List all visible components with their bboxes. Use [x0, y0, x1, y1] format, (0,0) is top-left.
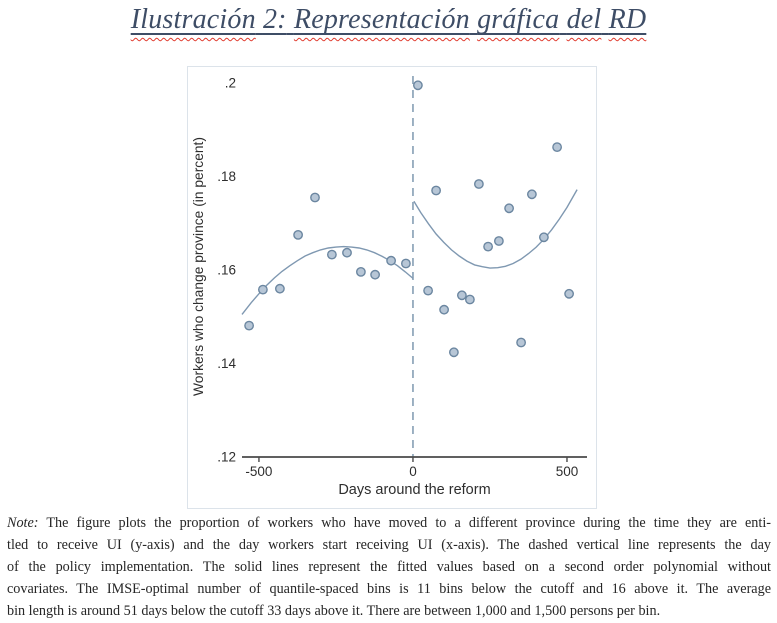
scatter-point [564, 288, 574, 299]
scatter-point [244, 320, 254, 331]
y-tick-label: .12 [217, 450, 236, 465]
scatter-point [326, 249, 337, 260]
scatter-point [275, 283, 285, 294]
y-tick-label: .18 [217, 169, 236, 184]
scatter-point [504, 203, 514, 214]
x-tick-label: 500 [556, 464, 579, 479]
title-word-spellcheck: Representación [293, 4, 470, 35]
title-number: 2: [262, 4, 287, 35]
y-tick-label: .2 [225, 76, 236, 91]
scatter-point [538, 232, 549, 243]
title-word-spellcheck: gráfica [477, 4, 560, 35]
scatter-point [552, 142, 562, 153]
scatter-point [423, 285, 434, 296]
scatter-point [386, 255, 397, 266]
scatter-point [526, 189, 537, 200]
note-line: Note: The figure plots the proportion of… [7, 513, 771, 535]
scatter-point [493, 236, 504, 246]
x-tick-label: -500 [245, 464, 272, 479]
y-tick-label: .14 [217, 356, 236, 371]
note-line: tled to receive UI (y-axis) and the day … [7, 536, 771, 553]
scatter-point [516, 337, 526, 348]
note-text: The figure plots the proportion of worke… [46, 515, 772, 531]
scatter-point [400, 258, 411, 269]
figure-image-frame: -500 0 500 .2 .18 .16 .14 .12 Days around the re… [187, 66, 597, 509]
note-line: of the policy implementation. The solid … [7, 558, 771, 575]
y-axis-title: Workers who change province (in percent) [191, 137, 206, 396]
scatter-point [456, 290, 467, 301]
scatter-point [473, 179, 484, 189]
title-underlined-text: Ilustración 2: Representación gráfica de… [131, 4, 647, 35]
title-word-spellcheck: RD [608, 4, 647, 35]
x-tick-label: 0 [409, 464, 417, 479]
scatter-point [258, 284, 268, 295]
scatter-point [483, 241, 493, 252]
note-line: bin length is around 51 days below the c… [7, 602, 661, 619]
figure-caption-title: Ilustración 2: Representación gráfica de… [0, 4, 777, 36]
y-tick-label: .16 [217, 263, 236, 278]
scatter-point [412, 80, 423, 91]
x-axis-title: Days around the reform [338, 482, 490, 498]
figure-note: Note: The figure plots the proportion of… [7, 513, 771, 623]
scatter-point [448, 347, 459, 358]
title-word-spellcheck: del [566, 4, 602, 35]
scatter-point [355, 266, 366, 277]
fit-line [413, 189, 578, 269]
note-line: covariates. The IMSE-optimal number of q… [7, 580, 771, 597]
scatter-point [431, 185, 442, 196]
scatter-point [464, 294, 475, 305]
title-word-spellcheck: Ilustración [130, 4, 256, 35]
note-label: Note: [7, 515, 39, 531]
scatter-point [342, 247, 352, 258]
rd-scatter-plot: -500 0 500 .2 .18 .16 .14 .12 Days around the re… [191, 76, 587, 498]
fit-line [241, 245, 414, 315]
scatter-point [310, 192, 320, 203]
scatter-point [370, 269, 381, 280]
scatter-point [293, 229, 304, 240]
scatter-point [439, 304, 450, 315]
